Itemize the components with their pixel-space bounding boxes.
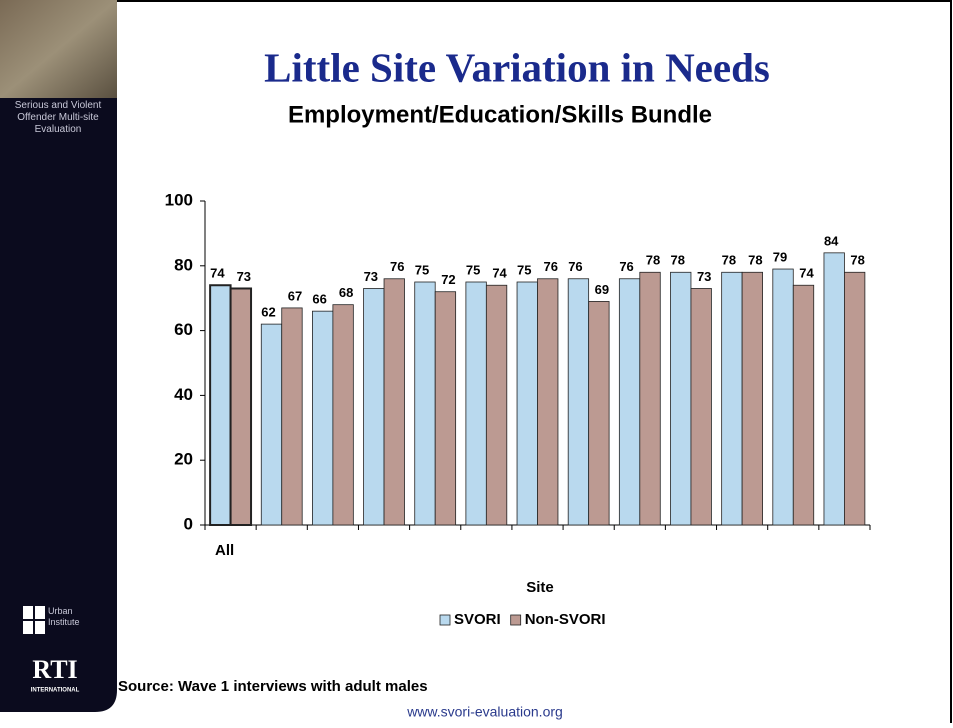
data-label: 66: [312, 292, 326, 307]
sidebar-text-box: Serious and Violent Offender Multi-site …: [14, 100, 102, 135]
data-label: 72: [441, 272, 455, 287]
urban-logo-text: Urban Institute: [48, 606, 80, 627]
bar: [260, 323, 283, 526]
bar: [618, 278, 641, 526]
data-label: 62: [261, 305, 275, 320]
y-tick-label: 80: [174, 255, 193, 274]
bar: [792, 284, 815, 526]
sidebar-project: Serious and Violent Offender Multi-site …: [14, 100, 102, 135]
x-axis-title: Site: [526, 579, 554, 596]
data-label: 79: [773, 249, 787, 264]
y-tick-label: 60: [174, 320, 193, 339]
bar: [772, 268, 794, 526]
bar: [383, 278, 405, 526]
bar: [414, 281, 436, 526]
bar: [363, 288, 385, 526]
bar: [516, 281, 538, 526]
data-label: 68: [339, 285, 353, 300]
bar: [434, 291, 457, 526]
bar: [229, 287, 253, 527]
bar: [537, 278, 559, 526]
chart-title: Little Site Variation in Needs: [264, 44, 770, 90]
y-tick-label: 20: [174, 450, 193, 469]
legend-swatch: [510, 614, 522, 626]
data-label: 76: [543, 259, 557, 274]
data-label: 78: [646, 253, 660, 268]
data-label: 78: [670, 253, 684, 268]
chart-subtitle: Employment/Education/Skills Bundle: [288, 101, 712, 128]
bar: [721, 271, 743, 526]
data-label: 75: [466, 262, 480, 277]
data-label: 78: [722, 253, 736, 268]
bar: [639, 271, 661, 526]
rti-logo: RTI: [32, 655, 77, 684]
data-label: 75: [517, 262, 531, 277]
data-label: 76: [568, 259, 582, 274]
legend-swatch: [439, 614, 451, 626]
sidebar-photo: [0, 0, 117, 98]
legend-label: Non-SVORI: [525, 611, 606, 628]
data-label: 76: [619, 259, 633, 274]
source-note: Source: Wave 1 interviews with adult mal…: [118, 678, 428, 695]
urban-logo-box: Urban Institute: [48, 606, 80, 627]
data-label: 67: [288, 288, 302, 303]
bar: [844, 271, 866, 526]
data-label: 78: [850, 253, 864, 268]
bar: [485, 284, 508, 526]
bar: [741, 271, 763, 526]
data-label: 75: [415, 262, 429, 277]
bar: [690, 288, 712, 526]
legend-label: SVORI: [454, 611, 501, 628]
data-label: 73: [237, 269, 251, 284]
data-label: 74: [492, 266, 507, 281]
data-label: 76: [390, 259, 404, 274]
bar: [209, 284, 232, 526]
footer-url: www.svori-evaluation.org: [406, 704, 563, 720]
y-tick-label: 0: [184, 514, 193, 533]
bar: [670, 271, 692, 526]
rti-logo-sub: INTERNATIONAL: [31, 688, 80, 694]
bar: [332, 304, 354, 526]
sidebar: [0, 0, 117, 712]
bar: [588, 301, 610, 526]
x-tick-label: All: [215, 542, 234, 559]
bar: [281, 307, 303, 526]
data-label: 74: [799, 266, 814, 281]
data-label: 73: [697, 269, 711, 284]
data-label: 73: [364, 269, 378, 284]
legend: SVORI Non-SVORI: [439, 611, 606, 628]
bar: [465, 281, 487, 526]
data-label: 69: [595, 282, 609, 297]
bar: [312, 310, 334, 526]
data-label: 78: [748, 253, 762, 268]
y-tick-label: 100: [165, 190, 193, 209]
data-label: 84: [824, 233, 839, 248]
y-tick-label: 40: [174, 385, 193, 404]
data-label: 74: [210, 266, 225, 281]
bar: [567, 278, 590, 526]
bar: [823, 252, 845, 526]
